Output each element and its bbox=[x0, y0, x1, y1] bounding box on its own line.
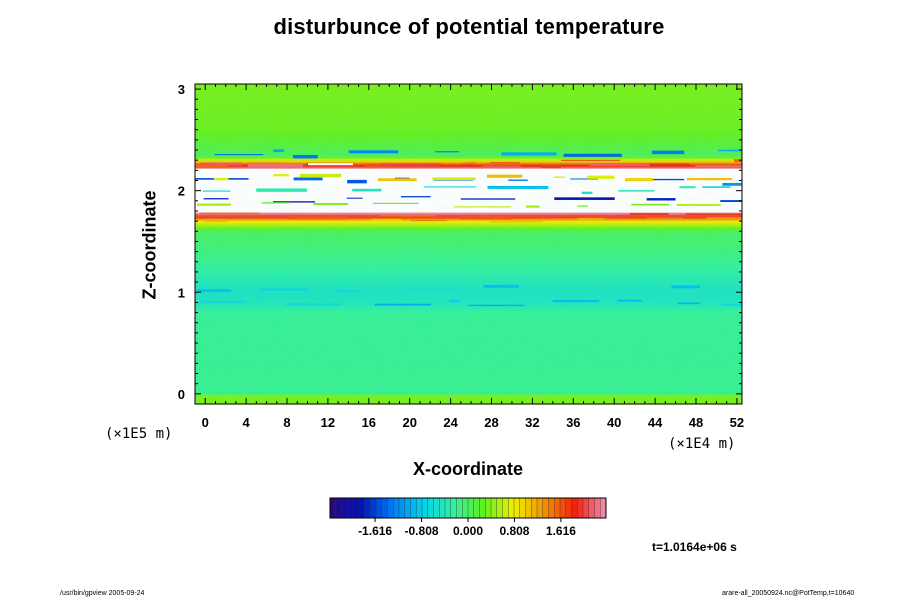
colorbar-swatch bbox=[537, 498, 544, 518]
footer-source: arare-all_20050924.nc@PotTemp,t=10640 bbox=[722, 590, 855, 597]
x-tick-label: 12 bbox=[321, 415, 335, 430]
colorbar-tick-label: -1.616 bbox=[358, 524, 392, 538]
colorbar-swatch bbox=[341, 498, 348, 518]
x-tick-label: 32 bbox=[525, 415, 539, 430]
colorbar-swatch bbox=[496, 498, 503, 518]
colorbar-tick-label: 1.616 bbox=[546, 524, 576, 538]
colorbar-swatch bbox=[399, 498, 406, 518]
colorbar-swatch bbox=[554, 498, 561, 518]
colorbar-swatch bbox=[335, 498, 342, 518]
x-tick-label: 28 bbox=[484, 415, 498, 430]
colorbar-swatch bbox=[571, 498, 578, 518]
x-tick-label: 48 bbox=[689, 415, 703, 430]
colorbar-swatch bbox=[358, 498, 365, 518]
colorbar-swatch bbox=[565, 498, 572, 518]
x-axis-unit: (×1E4 m) bbox=[668, 436, 736, 452]
colorbar-swatch bbox=[468, 498, 475, 518]
colorbar-swatch bbox=[577, 498, 584, 518]
colorbar-swatch bbox=[427, 498, 434, 518]
colorbar-tick-label: 0.000 bbox=[453, 524, 483, 538]
y-axis-unit: (×1E5 m) bbox=[105, 426, 173, 442]
colorbar-swatch bbox=[588, 498, 595, 518]
colorbar-swatch bbox=[548, 498, 555, 518]
y-axis-label: Z-coordinate bbox=[139, 190, 160, 300]
colorbar-swatch bbox=[519, 498, 526, 518]
colorbar-swatch bbox=[439, 498, 446, 518]
colorbar-swatch bbox=[381, 498, 388, 518]
y-tick-label: 1 bbox=[178, 285, 185, 300]
y-axis-ticks: 0 1 2 3 bbox=[178, 82, 742, 402]
colorbar-swatch bbox=[479, 498, 486, 518]
x-axis-ticks: 0 4 8 12 16 20 24 28 32 36 40 44 48 52 bbox=[202, 84, 744, 430]
plot-frame bbox=[194, 83, 743, 405]
x-tick-label: 52 bbox=[730, 415, 744, 430]
colorbar-swatch bbox=[560, 498, 567, 518]
colorbar-swatch bbox=[433, 498, 440, 518]
colorbar-swatch bbox=[542, 498, 549, 518]
colorbar-swatch bbox=[330, 498, 337, 518]
x-tick-label: 24 bbox=[443, 415, 458, 430]
colorbar-swatch bbox=[525, 498, 532, 518]
colorbar-swatch bbox=[410, 498, 417, 518]
colorbar-swatch bbox=[376, 498, 383, 518]
x-axis-label: X-coordinate bbox=[412, 459, 524, 479]
x-tick-label: 44 bbox=[648, 415, 663, 430]
colorbar-tick-label: 0.808 bbox=[499, 524, 529, 538]
colorbar-swatch bbox=[583, 498, 590, 518]
colorbar: -1.616 -0.808 0.000 0.808 1.616 bbox=[329, 497, 607, 538]
colorbar-swatch bbox=[462, 498, 469, 518]
x-tick-label: 20 bbox=[402, 415, 416, 430]
colorbar-swatch bbox=[393, 498, 400, 518]
colorbar-swatch bbox=[422, 498, 429, 518]
x-tick-label: 8 bbox=[283, 415, 290, 430]
colorbar-swatch bbox=[502, 498, 509, 518]
time-stamp: t=1.0164e+06 s bbox=[652, 540, 737, 554]
colorbar-swatch bbox=[531, 498, 538, 518]
colorbar-swatch bbox=[508, 498, 515, 518]
footer-command: /usr/bin/gpview 2005-09-24 bbox=[60, 590, 145, 597]
colorbar-swatch bbox=[416, 498, 423, 518]
colorbar-swatch bbox=[600, 498, 607, 518]
colorbar-swatch bbox=[364, 498, 371, 518]
colorbar-swatch bbox=[473, 498, 480, 518]
colorbar-tick-label: -0.808 bbox=[405, 524, 439, 538]
x-tick-label: 0 bbox=[202, 415, 209, 430]
colorbar-swatch bbox=[456, 498, 463, 518]
x-tick-label: 16 bbox=[362, 415, 376, 430]
colorbar-swatch bbox=[404, 498, 411, 518]
y-tick-label: 2 bbox=[178, 184, 185, 199]
colorbar-swatch bbox=[491, 498, 498, 518]
colorbar-swatch bbox=[370, 498, 377, 518]
colorbar-swatch bbox=[347, 498, 354, 518]
colorbar-swatch bbox=[450, 498, 457, 518]
y-tick-label: 3 bbox=[178, 82, 185, 97]
x-tick-label: 4 bbox=[243, 415, 251, 430]
colorbar-swatch bbox=[485, 498, 492, 518]
x-tick-label: 36 bbox=[566, 415, 580, 430]
colorbar-swatch bbox=[594, 498, 601, 518]
colorbar-swatch bbox=[445, 498, 452, 518]
colorbar-swatch bbox=[353, 498, 360, 518]
y-tick-label: 0 bbox=[178, 387, 185, 402]
colorbar-swatch bbox=[387, 498, 394, 518]
x-tick-label: 40 bbox=[607, 415, 621, 430]
chart-title: disturbunce of potential temperature bbox=[273, 14, 665, 39]
heatmap-texture bbox=[195, 84, 742, 404]
colorbar-swatch bbox=[514, 498, 521, 518]
